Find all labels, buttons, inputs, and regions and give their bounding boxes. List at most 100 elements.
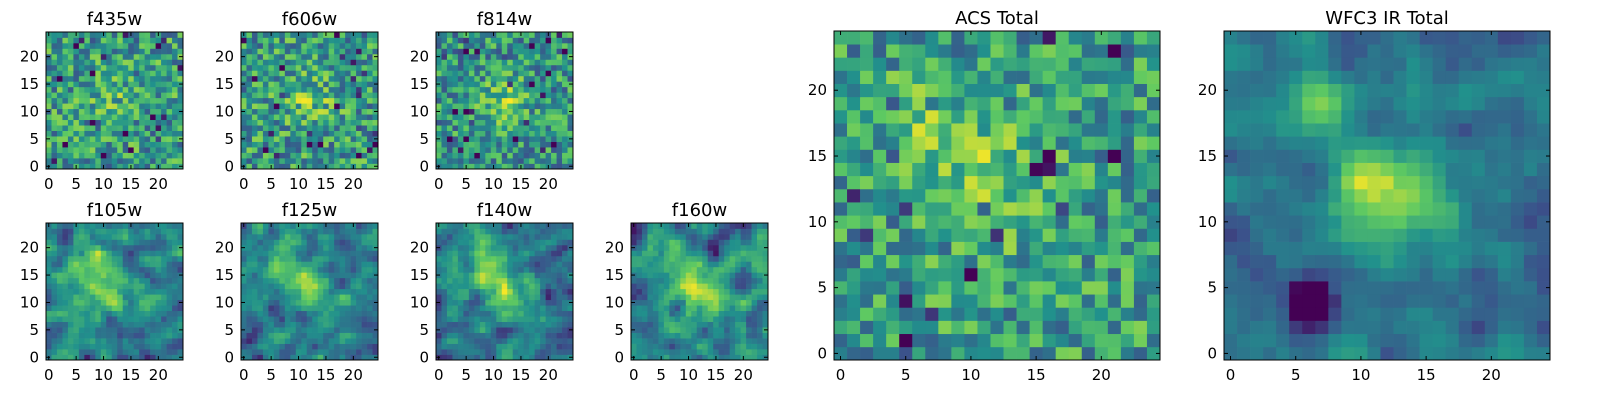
heatmap-cell bbox=[361, 277, 368, 284]
heatmap-cell bbox=[534, 228, 541, 235]
heatmap-cell bbox=[46, 37, 52, 44]
heatmap-cell bbox=[680, 283, 687, 290]
heatmap-cell bbox=[350, 338, 357, 344]
heatmap-cell bbox=[540, 108, 546, 115]
heatmap-cell bbox=[273, 81, 280, 88]
heatmap-cell bbox=[89, 48, 96, 55]
heatmap-cell bbox=[490, 147, 497, 153]
heatmap-cell bbox=[251, 152, 258, 159]
y-tick-label: 5 bbox=[614, 321, 624, 339]
heatmap-cell bbox=[84, 53, 91, 60]
heatmap-cell bbox=[1042, 333, 1057, 348]
y-tick-label: 5 bbox=[224, 321, 234, 339]
heatmap-cell bbox=[312, 147, 319, 153]
heatmap-cell bbox=[658, 266, 665, 273]
heatmap-cell bbox=[100, 141, 107, 148]
heatmap-cell bbox=[441, 223, 448, 229]
heatmap-cell bbox=[452, 81, 459, 88]
heatmap-cell bbox=[144, 239, 151, 246]
heatmap-cell bbox=[323, 86, 330, 93]
heatmap-cell bbox=[501, 86, 508, 93]
heatmap-cell bbox=[339, 59, 346, 66]
heatmap-cell bbox=[551, 119, 557, 126]
heatmap-cell bbox=[51, 277, 58, 284]
heatmap-cell bbox=[262, 103, 269, 110]
heatmap-cell bbox=[1146, 307, 1161, 321]
heatmap-cell bbox=[356, 92, 362, 99]
heatmap-cell bbox=[301, 70, 308, 77]
heatmap-cell bbox=[485, 42, 492, 49]
heatmap-cell bbox=[545, 272, 552, 279]
heatmap-cell bbox=[257, 92, 264, 99]
heatmap-cell bbox=[172, 305, 178, 312]
heatmap-cell bbox=[713, 310, 720, 317]
heatmap-cell bbox=[446, 349, 453, 355]
heatmap-cell bbox=[117, 272, 124, 279]
heatmap-cell bbox=[334, 349, 340, 355]
heatmap-cell bbox=[485, 223, 492, 229]
heatmap-cell bbox=[729, 255, 736, 262]
heatmap-cell bbox=[111, 163, 118, 170]
heatmap-cell bbox=[328, 272, 335, 279]
heatmap-cell bbox=[474, 97, 481, 104]
heatmap-cell bbox=[328, 97, 335, 104]
heatmap-cell bbox=[964, 320, 978, 335]
heatmap-cell bbox=[139, 75, 145, 82]
heatmap-cell bbox=[306, 64, 313, 71]
heatmap-cell bbox=[251, 158, 258, 164]
heatmap-cell bbox=[1042, 254, 1057, 269]
heatmap-cell bbox=[372, 32, 379, 38]
heatmap-cell bbox=[663, 305, 670, 312]
heatmap-cell bbox=[735, 255, 741, 262]
heatmap-cell bbox=[268, 75, 275, 82]
heatmap-cell bbox=[647, 223, 654, 229]
heatmap-cell bbox=[345, 70, 351, 77]
heatmap-cell bbox=[139, 70, 145, 77]
heatmap-cell bbox=[339, 244, 346, 251]
heatmap-cell bbox=[78, 261, 85, 268]
heatmap-cell bbox=[468, 136, 475, 142]
heatmap-cell bbox=[95, 310, 102, 317]
heatmap-cell bbox=[696, 223, 703, 229]
heatmap-cell bbox=[457, 294, 464, 301]
heatmap-cell bbox=[62, 32, 69, 38]
heatmap-cell bbox=[161, 288, 167, 295]
heatmap-cell bbox=[177, 125, 184, 131]
heatmap-cell bbox=[1029, 320, 1043, 335]
heatmap-cell bbox=[729, 266, 736, 273]
heatmap-cell bbox=[479, 42, 486, 49]
heatmap-cell bbox=[446, 125, 453, 131]
heatmap-cell bbox=[485, 32, 492, 38]
heatmap-cell bbox=[161, 130, 167, 137]
heatmap-cell bbox=[540, 32, 546, 38]
heatmap-cell bbox=[323, 310, 330, 317]
heatmap-cell bbox=[724, 338, 730, 344]
heatmap-cell bbox=[301, 147, 308, 153]
heatmap-cell bbox=[284, 294, 291, 301]
heatmap-cell bbox=[647, 338, 654, 344]
heatmap-cell bbox=[636, 316, 643, 322]
heatmap-cell bbox=[328, 141, 335, 148]
heatmap-cell bbox=[1120, 162, 1135, 177]
heatmap-cell bbox=[166, 158, 173, 164]
heatmap-cell bbox=[246, 136, 253, 142]
heatmap-cell bbox=[166, 130, 173, 137]
heatmap-cell bbox=[757, 327, 763, 333]
heatmap-cell bbox=[490, 261, 497, 268]
heatmap-cell bbox=[452, 136, 459, 142]
heatmap-cell bbox=[474, 136, 481, 142]
heatmap-cell bbox=[295, 272, 302, 279]
heatmap-cell bbox=[501, 75, 508, 82]
heatmap-cell bbox=[84, 64, 91, 71]
heatmap-cell bbox=[273, 103, 280, 110]
heatmap-cell bbox=[295, 239, 302, 246]
heatmap-cell bbox=[691, 233, 698, 240]
heatmap-cell bbox=[441, 92, 448, 99]
heatmap-cell bbox=[457, 152, 464, 159]
heatmap-cell bbox=[545, 294, 552, 301]
heatmap-cell bbox=[67, 332, 74, 339]
heatmap-cell bbox=[1081, 281, 1096, 295]
heatmap-cell bbox=[1107, 294, 1122, 308]
heatmap-cell bbox=[257, 152, 264, 159]
heatmap-cell bbox=[990, 228, 1004, 242]
